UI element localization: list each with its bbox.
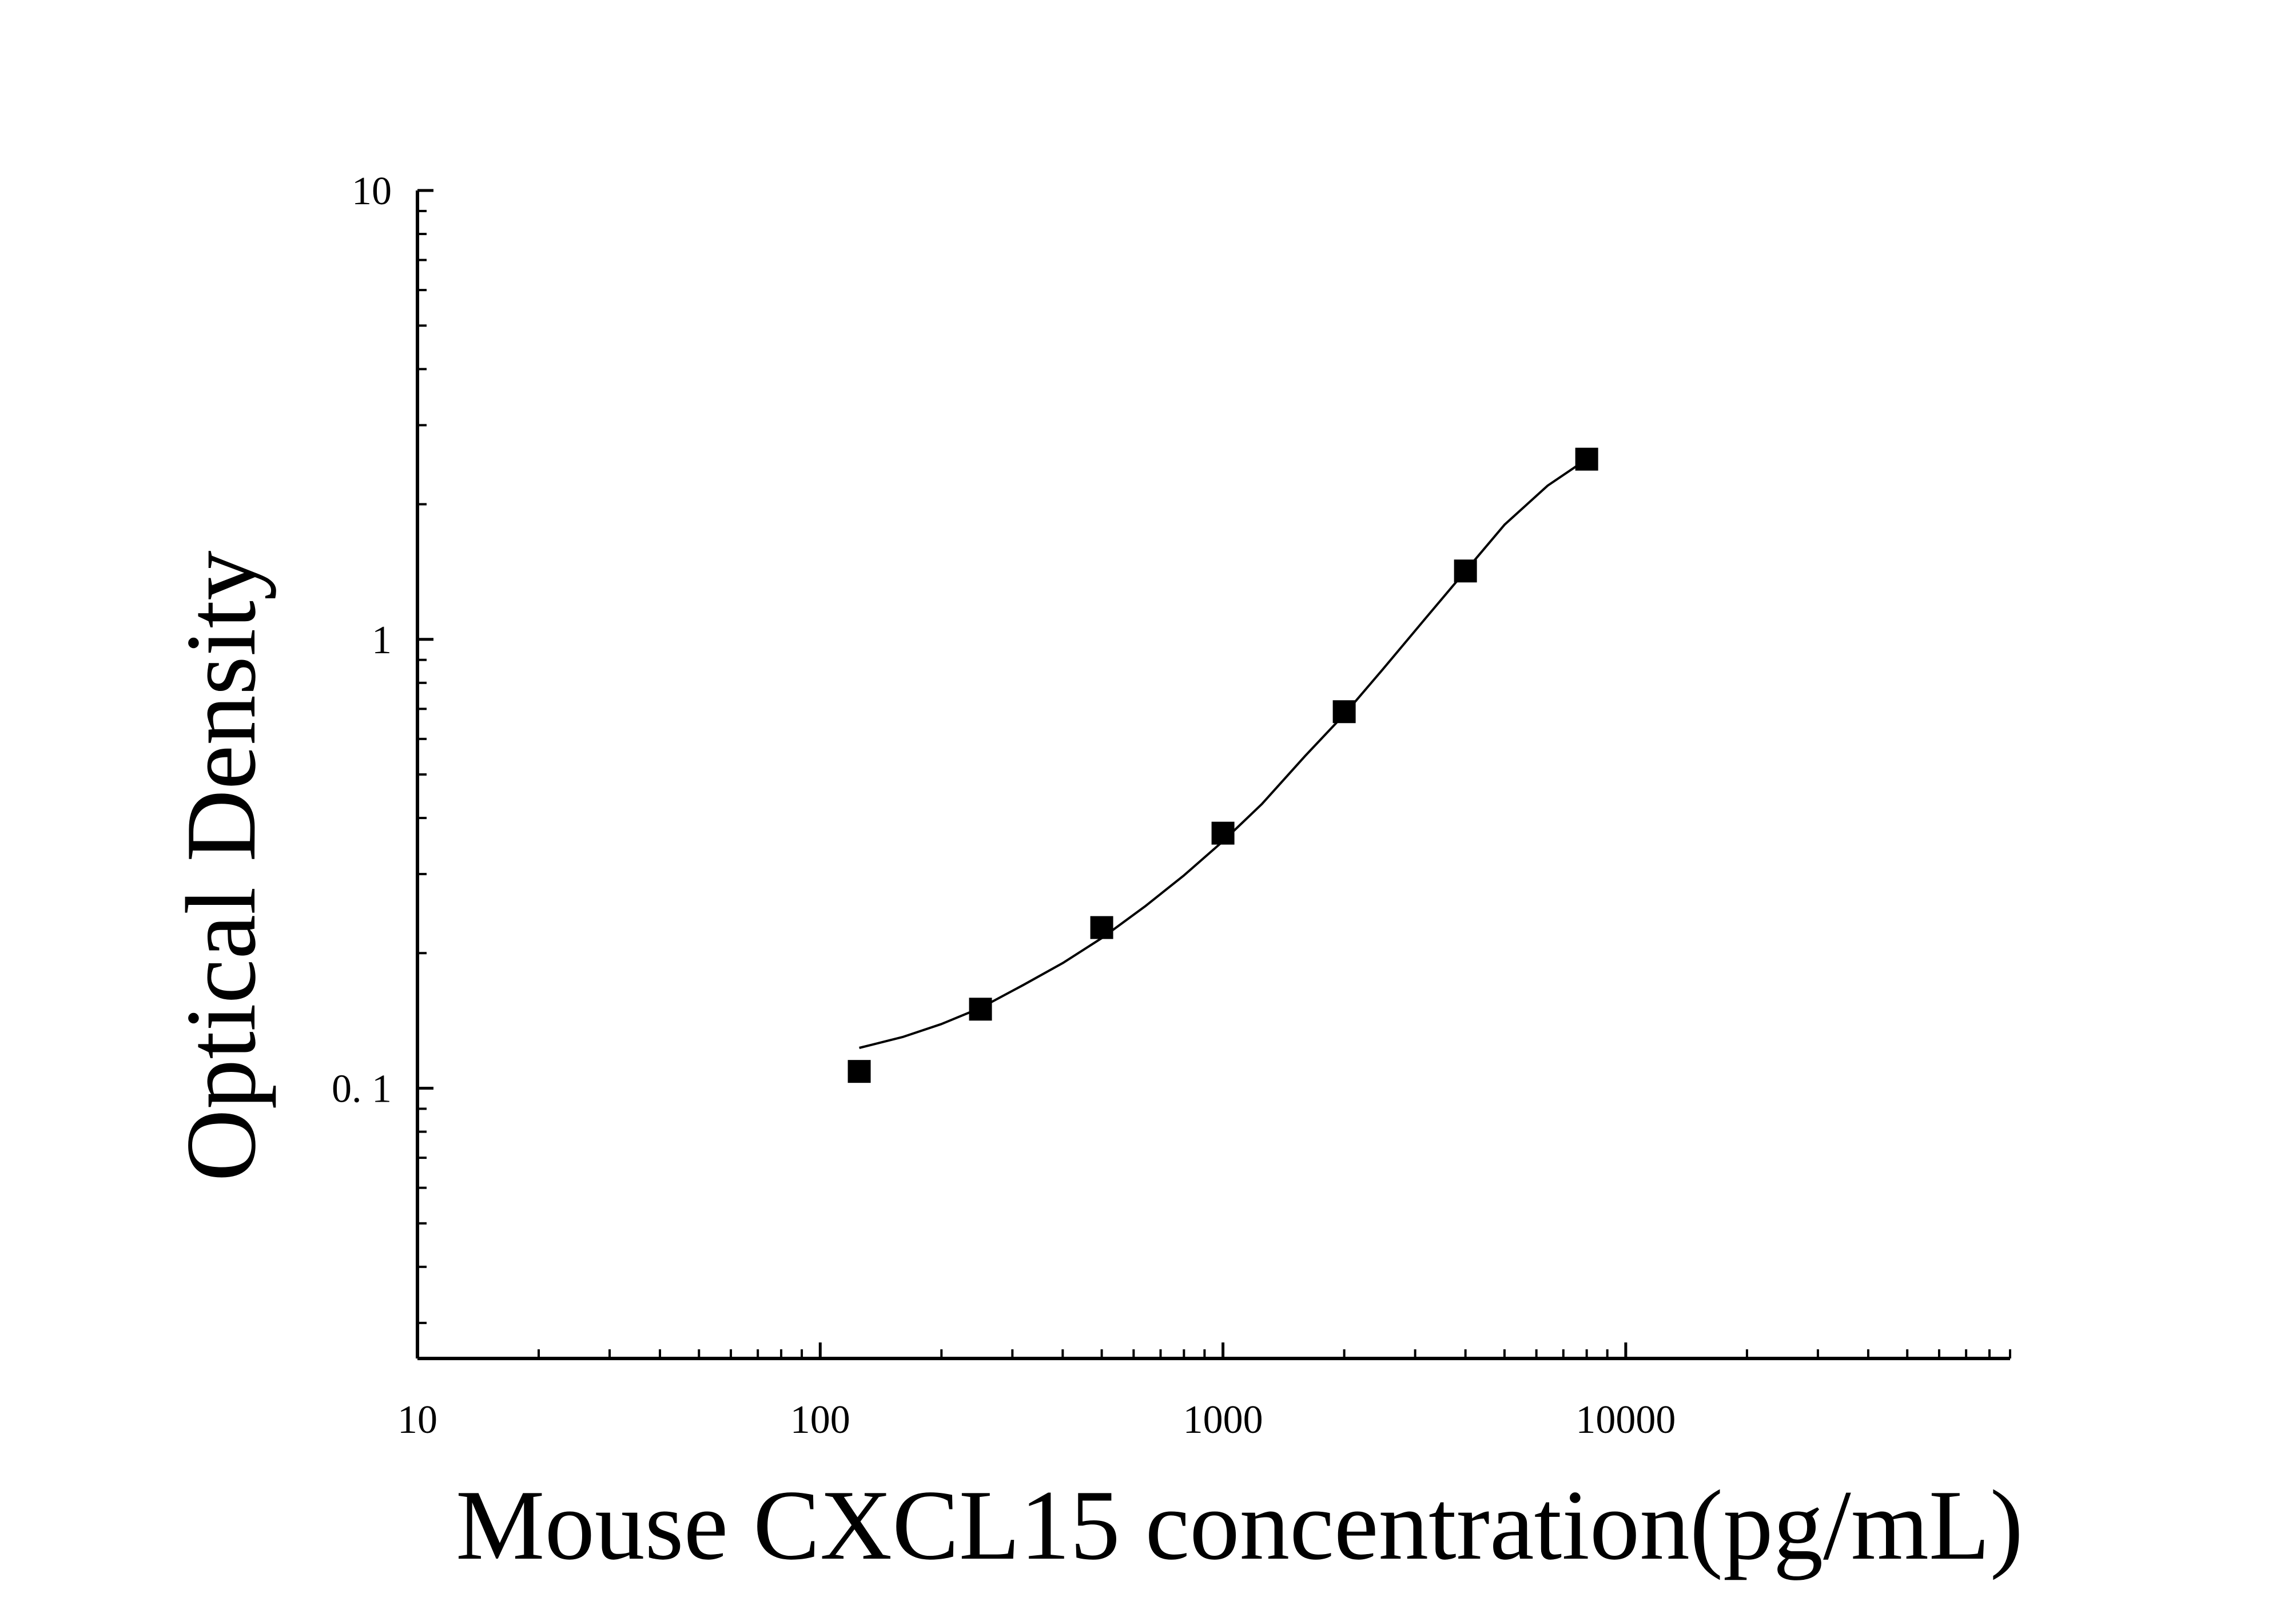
y-tick-label: 1 bbox=[372, 618, 392, 662]
y-axis-title: Optical Density bbox=[165, 550, 276, 1181]
fit-curve bbox=[859, 458, 1587, 1049]
x-tick-label: 10000 bbox=[1575, 1398, 1676, 1442]
x-axis: 10 100 1000 10000 bbox=[397, 1342, 2011, 1442]
data-point bbox=[1332, 700, 1356, 724]
y-tick-label: 10 bbox=[352, 169, 392, 213]
data-point bbox=[847, 1060, 871, 1083]
x-tick-label: 100 bbox=[790, 1398, 850, 1442]
data-point bbox=[1211, 821, 1235, 845]
data-point bbox=[969, 998, 992, 1021]
x-tick-label: 1000 bbox=[1183, 1398, 1263, 1442]
plot-lines bbox=[859, 458, 1587, 1049]
data-marks bbox=[847, 447, 1598, 1083]
data-point bbox=[1090, 916, 1113, 939]
x-tick-label: 10 bbox=[397, 1398, 437, 1442]
data-point bbox=[1575, 447, 1598, 471]
x-axis-title: Mouse CXCL15 concentration(pg/mL) bbox=[456, 1469, 2023, 1580]
data-point bbox=[1454, 559, 1477, 583]
y-axis: 0. 1 1 10 bbox=[332, 169, 433, 1358]
y-tick-label: 0. 1 bbox=[332, 1067, 392, 1111]
